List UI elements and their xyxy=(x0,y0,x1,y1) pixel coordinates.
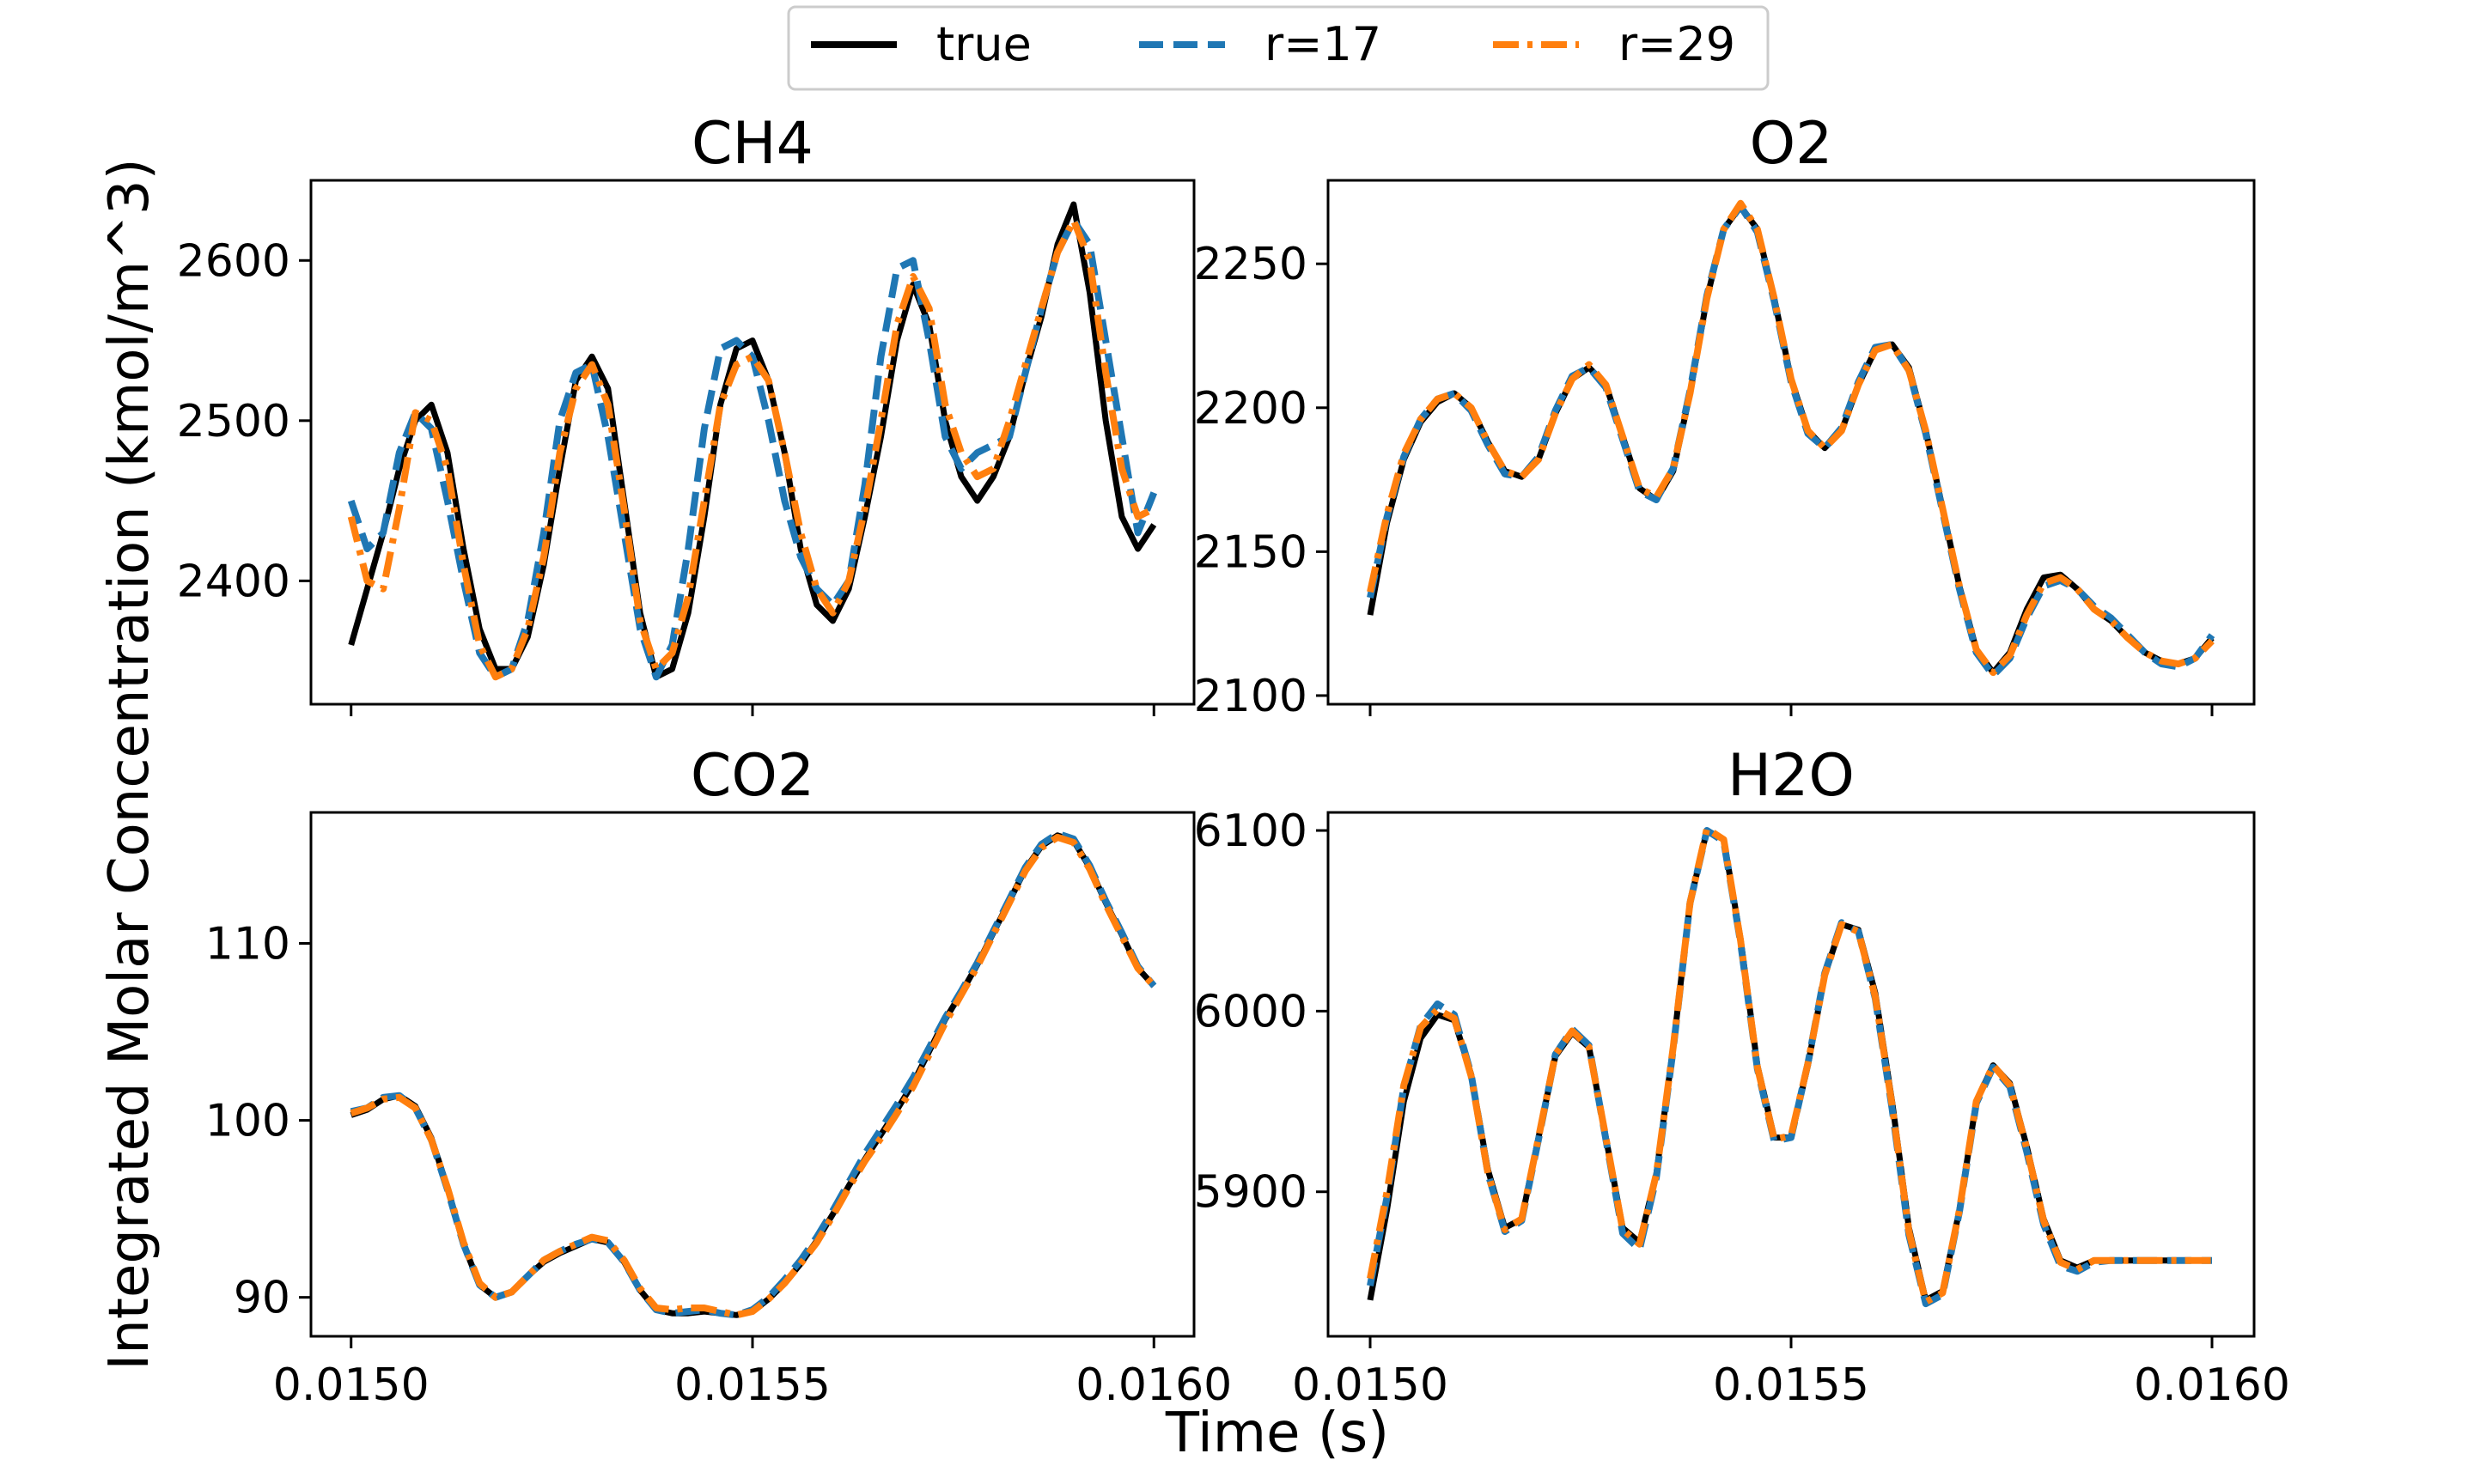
panel-ch4: CH4 2400 2500 2600 xyxy=(177,110,1196,716)
y-tick-label: 2150 xyxy=(1194,526,1307,578)
series-line-true xyxy=(1367,827,2212,1304)
y-axis-label: Integrated Molar Concentration (kmol/m^3… xyxy=(98,158,161,1370)
series-line-r-29 xyxy=(347,216,1156,681)
y-tick-label: 2400 xyxy=(177,556,290,607)
legend-label-true: true xyxy=(936,17,1032,71)
x-tick-label: 0.0155 xyxy=(1713,1359,1869,1411)
y-tick-label: 6100 xyxy=(1194,806,1307,857)
y-tick-label: 90 xyxy=(234,1273,290,1324)
panel-h2o: H2O 5900 6000 6100 0.0150 0.0155 0.0160 xyxy=(1194,742,2290,1411)
y-tick-label: 2100 xyxy=(1194,671,1307,722)
series-line-r-17 xyxy=(1367,203,2215,679)
legend-frame xyxy=(787,5,1770,91)
series-line-r-17 xyxy=(350,830,1157,1319)
panel-co2: CO2 90 100 110 0.0150 0.0155 0.0160 xyxy=(205,742,1233,1411)
legend: true r=17 r=29 xyxy=(787,5,1770,91)
y-tick-label: 110 xyxy=(205,919,290,970)
x-tick-label: 0.0150 xyxy=(273,1359,430,1411)
y-tick-label: 6000 xyxy=(1194,986,1307,1037)
x-tick-label: 0.0155 xyxy=(674,1359,831,1411)
panel-title: H2O xyxy=(1728,742,1855,810)
y-tick-label: 5900 xyxy=(1194,1167,1307,1219)
series-line-r-17 xyxy=(1367,827,2212,1308)
series-line-r-29 xyxy=(350,833,1157,1319)
series-line-r-29 xyxy=(1367,199,2215,677)
series-line-true xyxy=(350,832,1156,1318)
series-line-r-17 xyxy=(347,216,1158,681)
legend-label-r29: r=29 xyxy=(1618,17,1735,71)
panel-title: O2 xyxy=(1750,110,1833,178)
panel-o2: O2 2100 2150 2200 2250 xyxy=(1194,110,2256,722)
x-tick-label: 0.0150 xyxy=(1292,1359,1448,1411)
panel-title: CO2 xyxy=(691,742,814,810)
x-tick-label: 0.0160 xyxy=(2134,1359,2290,1411)
panel-title: CH4 xyxy=(692,110,813,178)
legend-label-r17: r=17 xyxy=(1264,17,1381,71)
y-tick-label: 2250 xyxy=(1194,239,1307,290)
y-tick-label: 2600 xyxy=(177,235,290,287)
y-tick-label: 2200 xyxy=(1194,383,1307,435)
axes-frame xyxy=(309,811,1196,1338)
series-line-r-29 xyxy=(1367,824,2212,1305)
x-tick-label: 0.0160 xyxy=(1076,1359,1232,1411)
y-tick-label: 2500 xyxy=(177,396,290,447)
y-tick-label: 100 xyxy=(205,1096,290,1147)
x-axis-label: Time (s) xyxy=(1165,1402,1389,1465)
